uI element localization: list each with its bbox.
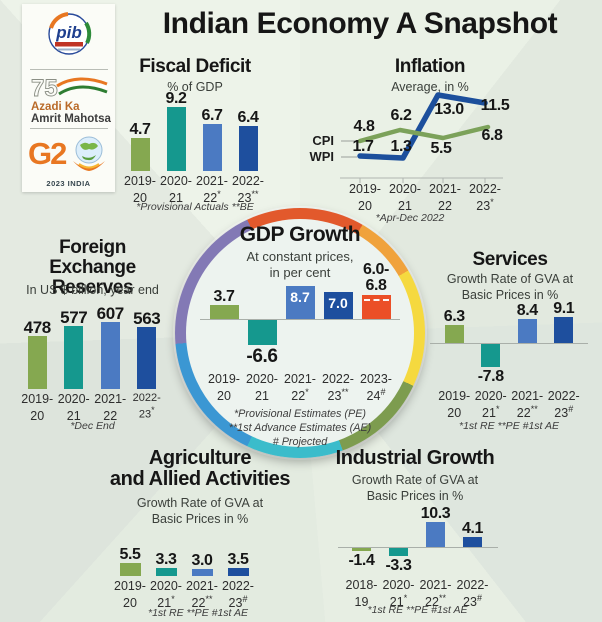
forex-footnote: *Dec End	[70, 420, 115, 432]
services-years: 2019- 20 2020- 21* 2021- 22** 2022- 23#	[438, 389, 580, 421]
divider	[29, 69, 108, 70]
pib-logo: pib	[47, 12, 91, 55]
gdp-circle	[186, 219, 414, 447]
fiscal-deficit-title: Fiscal Deficit	[139, 56, 251, 77]
gdp-footnotes: *Provisional Estimates (PE) **1st Advanc…	[228, 408, 372, 449]
g20-logo: G2	[28, 136, 105, 171]
services-footnote: *1st RE **PE #1st AE	[459, 420, 559, 432]
industrial-years: 2018- 19 2020- 21* 2021- 22** 2022- 23#	[345, 578, 489, 610]
industrial-footnote: *1st RE **PE #1st AE	[367, 604, 468, 616]
svg-text:75: 75	[31, 75, 58, 102]
forex-years: 2019- 20 2020- 21 2021- 22 2022- 23*	[21, 392, 161, 424]
forex-subtitle: In US $ billion, year end	[26, 283, 159, 297]
services-title: Services	[472, 249, 548, 270]
industrial-chart-negative: -1.4 -3.3	[343, 548, 491, 578]
svg-text:pib: pib	[55, 23, 82, 42]
fiscal-deficit-subtitle: % of GDP	[167, 80, 223, 94]
agriculture-years: 2019- 20 2020- 21* 2021- 22** 2022- 23#	[114, 579, 254, 611]
industrial-chart-positive: 10.3 4.1	[343, 505, 491, 547]
azadi-ka-amrit-mahotsav-logo: 75 Azadi Ka Amrit Mahotsav	[30, 75, 111, 124]
industrial-subtitle: Growth Rate of GVA at Basic Prices in %	[351, 473, 479, 503]
services-baseline	[430, 343, 588, 344]
gdp-baseline	[200, 319, 400, 320]
range-dash	[363, 299, 389, 301]
inflation-line-chart	[340, 92, 503, 183]
inflation-years: 2019- 20 2020- 21 2021- 22 2022- 23*	[349, 182, 501, 214]
gdp-title: GDP Growth	[239, 223, 361, 246]
svg-text:Azadi Ka: Azadi Ka	[31, 101, 80, 113]
fiscal-deficit-chart: 4.7 9.2 6.7 6.4	[122, 87, 266, 171]
forex-chart: 478 577 607 563	[19, 303, 165, 389]
inflation-title: Inflation	[394, 56, 466, 77]
logo-sidebar: pib 75 Azadi Ka Amrit Mahotsav G2 2023 I…	[22, 4, 115, 192]
industrial-baseline	[338, 547, 498, 548]
inflation-footnote: *Apr-Dec 2022	[375, 212, 445, 224]
agriculture-footnote: *1st RE **PE #1st AE	[148, 607, 248, 619]
gdp-circle-ring	[175, 208, 425, 458]
gdp-chart-negative: -6.6	[205, 320, 395, 368]
gdp-years: 2019- 20 2020- 21 2021- 22* 2022- 23** 2023-…	[208, 372, 392, 404]
agriculture-title: Agriculture and Allied Activities	[109, 447, 291, 490]
agriculture-chart: 5.5 3.3 3.0 3.5	[112, 544, 256, 576]
fiscal-deficit-footnote: *Provisional Actuals **BE	[136, 201, 254, 213]
services-chart-positive: 6.3 8.4 9.1	[436, 301, 582, 343]
agriculture-subtitle: Growth Rate of GVA at Basic Prices in %	[136, 496, 264, 526]
gdp-chart-positive: 3.7 8.7 7.0 6.0- 6.8	[205, 262, 395, 319]
inflation-subtitle: Average, in %	[391, 80, 469, 94]
wpi-line	[357, 92, 488, 161]
wpi-label: WPI	[309, 149, 334, 164]
industrial-title: Industrial Growth	[335, 447, 495, 469]
divider	[29, 128, 108, 129]
page-title: Indian Economy A Snapshot	[162, 7, 558, 40]
services-chart-negative: -7.8	[436, 344, 582, 386]
gdp-subtitle: At constant prices, in per cent	[246, 249, 354, 281]
cpi-label: CPI	[312, 133, 334, 148]
g20-caption: 2023 INDIA	[46, 179, 91, 188]
svg-text:Amrit Mahotsav: Amrit Mahotsav	[31, 113, 111, 124]
cpi-line	[357, 124, 491, 144]
services-subtitle: Growth Rate of GVA at Basic Prices in %	[446, 272, 574, 302]
fiscal-deficit-years: 2019- 20 2020- 21 2021- 22* 2022- 23**	[124, 174, 264, 206]
forex-title: Foreign Exchange Reserves	[49, 237, 136, 298]
svg-text:G2: G2	[28, 136, 66, 171]
